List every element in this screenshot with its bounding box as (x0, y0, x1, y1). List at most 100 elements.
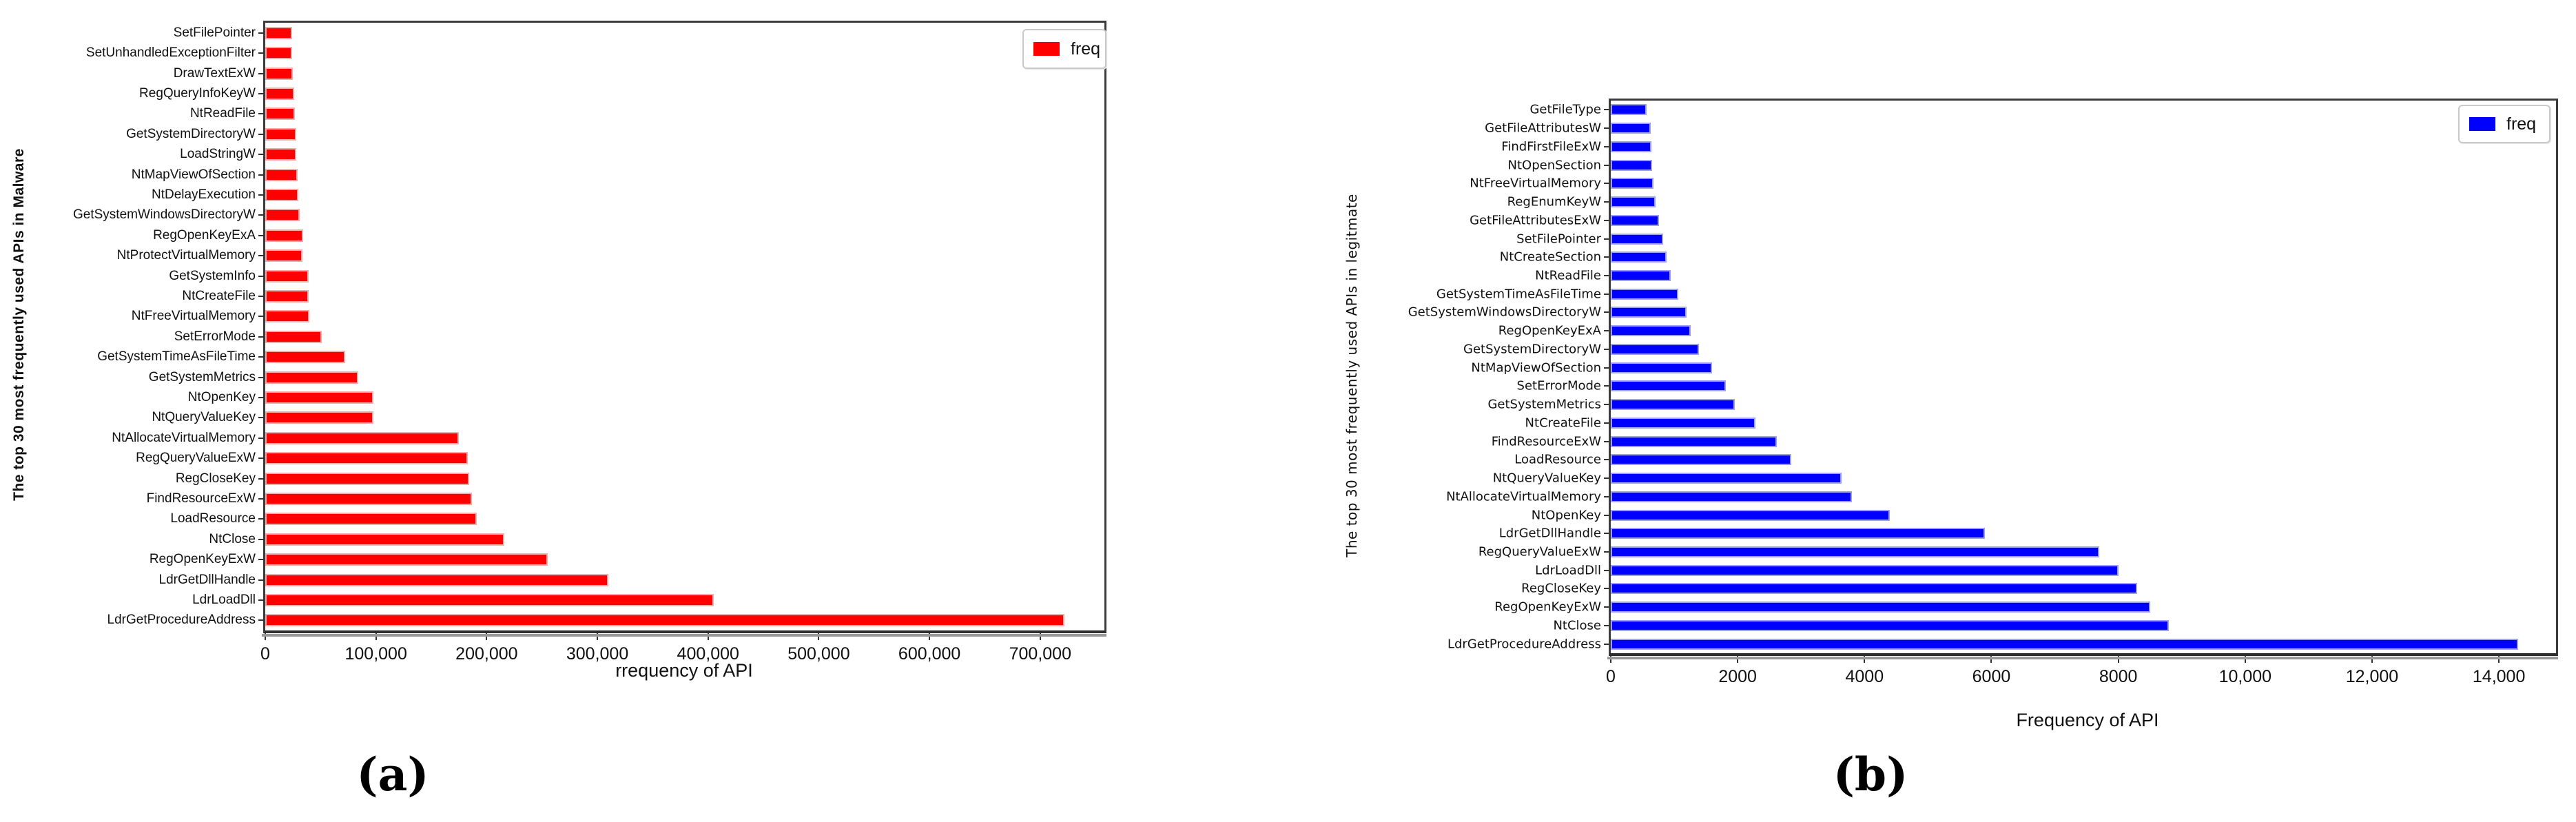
category-label-SetFilePointer: SetFilePointer (173, 25, 256, 40)
chart-b-axis-shadow (1607, 657, 2558, 659)
y-tick-mark (1604, 588, 1609, 590)
y-tick-mark (258, 559, 264, 561)
bar-GetFileAttributesExW (1611, 214, 1659, 226)
y-tick-mark (258, 72, 264, 74)
category-label-LdrLoadDll: LdrLoadDll (192, 592, 256, 607)
bar-LoadResource (265, 513, 477, 526)
bar-LdrGetDllHandle (265, 573, 609, 586)
chart-b-legend: freq (2458, 105, 2551, 143)
y-tick-mark (258, 275, 264, 277)
category-label-GetSystemTimeAsFileTime: GetSystemTimeAsFileTime (1436, 287, 1601, 302)
bar-NtOpenSection (1611, 159, 1652, 171)
y-tick-mark (258, 538, 264, 540)
bar-RegCloseKey (1611, 583, 2138, 595)
y-tick-mark (258, 336, 264, 338)
y-tick-mark (258, 194, 264, 196)
chart-a-x-axis-title: rrequency of API (615, 660, 753, 681)
x-tick-mark (2371, 656, 2373, 663)
bar-NtMapViewOfSection (265, 168, 298, 181)
y-tick-mark (258, 316, 264, 318)
category-label-DrawTextExW: DrawTextExW (173, 65, 256, 81)
bar-NtAllocateVirtualMemory (1611, 491, 1852, 502)
bar-SetFilePointer (1611, 233, 1664, 245)
x-tick-mark (1039, 633, 1041, 640)
y-tick-mark (258, 174, 264, 176)
bar-NtCreateSection (1611, 251, 1667, 263)
x-tick-mark (375, 633, 377, 640)
x-tick-label-2000: 2000 (1718, 667, 1757, 686)
x-tick-mark (2498, 656, 2500, 663)
y-tick-mark (1604, 311, 1609, 314)
category-label-SetUnhandledExceptionFilter: SetUnhandledExceptionFilter (85, 45, 256, 61)
bar-GetSystemDirectoryW (1611, 343, 1699, 355)
category-label-NtOpenKey: NtOpenKey (187, 389, 256, 404)
category-label-GetFileType: GetFileType (1529, 102, 1601, 117)
y-tick-mark (258, 518, 264, 520)
chart-a-legend-label: freq (1071, 39, 1101, 59)
bar-NtDelayExecution (265, 188, 299, 201)
bar-NtOpenKey (1611, 509, 1890, 521)
category-label-RegQueryValueExW: RegQueryValueExW (136, 451, 256, 466)
x-tick-label-4000: 4000 (1845, 667, 1884, 686)
x-tick-label-600,000: 600,000 (898, 644, 961, 664)
bar-NtCreateFile (265, 289, 309, 302)
x-tick-label-500,000: 500,000 (787, 644, 850, 664)
bar-NtClose (265, 533, 505, 546)
category-label-GetFileAttributesExW: GetFileAttributesExW (1470, 213, 1601, 228)
bar-RegOpenKeyExA (265, 229, 303, 242)
y-tick-mark (258, 599, 264, 601)
category-label-NtAllocateVirtualMemory: NtAllocateVirtualMemory (1446, 489, 1601, 504)
category-label-NtFreeVirtualMemory: NtFreeVirtualMemory (1470, 176, 1601, 191)
category-label-LdrGetProcedureAddress: LdrGetProcedureAddress (107, 613, 256, 628)
bar-LdrLoadDll (265, 593, 714, 606)
bar-NtProtectVirtualMemory (265, 249, 302, 263)
category-label-SetErrorMode: SetErrorMode (1516, 378, 1601, 393)
category-label-RegOpenKeyExA: RegOpenKeyExA (153, 227, 256, 243)
caption-b: (b) (1833, 748, 1908, 801)
x-tick-mark (265, 633, 266, 640)
y-tick-mark (1604, 385, 1609, 387)
category-label-RegOpenKeyExW: RegOpenKeyExW (149, 552, 256, 567)
y-tick-mark (258, 619, 264, 621)
category-label-NtFreeVirtualMemory: NtFreeVirtualMemory (131, 309, 256, 324)
bar-SetErrorMode (265, 330, 322, 343)
y-tick-mark (258, 92, 264, 94)
bar-GetSystemTimeAsFileTime (265, 351, 345, 364)
x-tick-label-12,000: 12,000 (2345, 667, 2399, 686)
category-label-SetFilePointer: SetFilePointer (1516, 232, 1601, 246)
x-tick-mark (1610, 656, 1611, 663)
category-label-LdrLoadDll: LdrLoadDll (1535, 563, 1601, 578)
bar-GetFileAttributesW (1611, 123, 1651, 134)
bar-GetSystemWindowsDirectoryW (1611, 307, 1687, 318)
bar-NtCreateFile (1611, 417, 1755, 429)
y-tick-mark (1604, 183, 1609, 185)
y-tick-mark (1604, 495, 1609, 497)
bar-GetSystemMetrics (265, 371, 358, 384)
y-tick-mark (258, 437, 264, 439)
category-label-NtOpenKey: NtOpenKey (1531, 508, 1601, 522)
category-label-GetSystemDirectoryW: GetSystemDirectoryW (126, 126, 256, 141)
y-tick-mark (1604, 643, 1609, 645)
x-tick-label-10,000: 10,000 (2218, 667, 2272, 686)
y-tick-mark (1604, 219, 1609, 221)
bar-RegQueryValueExW (265, 452, 468, 465)
chart-a-plot-area: SetFilePointer SetUnhandledExceptionFilte… (73, 21, 1106, 664)
bar-LoadResource (1611, 454, 1792, 466)
chart-b-legend-label: freq (2506, 114, 2537, 134)
y-tick-mark (258, 356, 264, 358)
bar-GetSystemInfo (265, 269, 309, 282)
y-tick-mark (258, 32, 264, 34)
x-tick-label-6000: 6000 (1972, 667, 2011, 686)
bar-NtMapViewOfSection (1611, 362, 1713, 373)
category-label-GetSystemInfo: GetSystemInfo (169, 268, 256, 283)
bar-LdrGetProcedureAddress (1611, 638, 2518, 650)
bar-RegQueryValueExW (1611, 546, 2100, 557)
category-label-FindResourceExW: FindResourceExW (146, 491, 256, 506)
y-tick-mark (1604, 624, 1609, 626)
y-tick-mark (258, 52, 264, 54)
bar-GetFileType (1611, 104, 1647, 116)
y-tick-mark (1604, 274, 1609, 276)
